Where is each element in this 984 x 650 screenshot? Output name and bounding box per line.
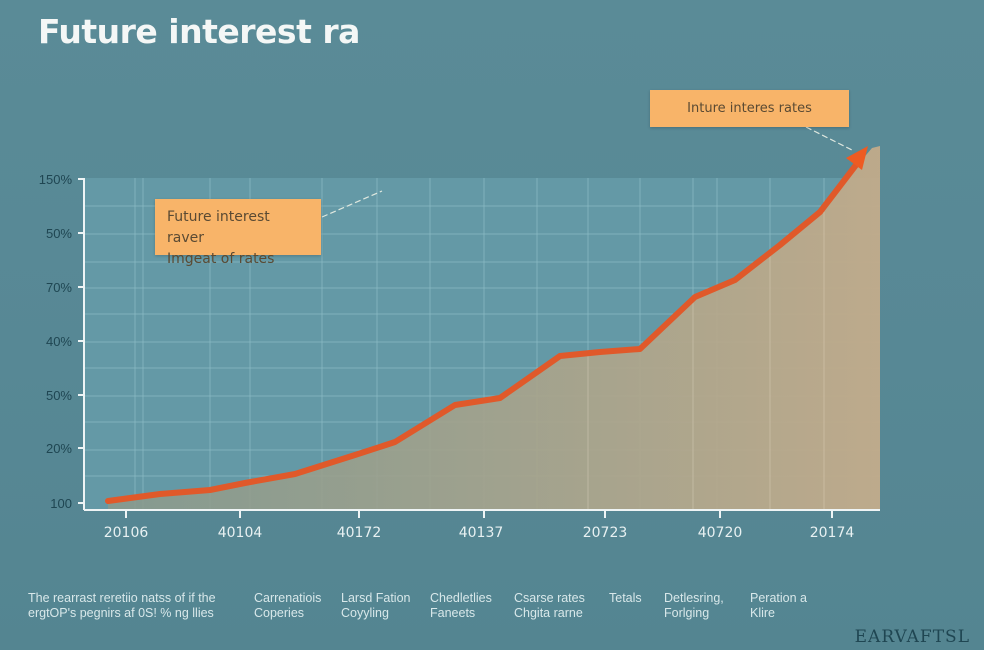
annotation-line-2: Imgeat of rates xyxy=(167,251,275,267)
footer-note: Larsd Fation Coyyling xyxy=(341,591,410,621)
footer-note-line: Carrenatiois xyxy=(254,591,322,605)
footer-note-line: Coperies xyxy=(254,606,305,620)
line-arrowhead xyxy=(846,146,868,170)
footer-note: Detlesring, Forlging xyxy=(664,591,724,621)
footer-note-line: Detlesring, xyxy=(664,591,724,605)
footer-note: Tetals xyxy=(609,591,642,606)
x-tick-label: 40172 xyxy=(336,525,382,541)
area-gridlines xyxy=(587,212,825,510)
x-tick-label: 40137 xyxy=(458,525,504,541)
left-annotation-leader xyxy=(321,190,383,218)
y-tick-label: 40% xyxy=(45,334,72,349)
x-tick-label: 20106 xyxy=(103,525,149,541)
brand-logo: EARVAFTSL xyxy=(854,627,970,647)
footer-note-line: Tetals xyxy=(609,591,642,605)
y-axis-ticks xyxy=(78,178,84,504)
interest-rate-line xyxy=(105,162,859,504)
footer-note-line: ergtOP's pegnirs af 0S! % ng llies xyxy=(28,606,214,620)
footer-note-line: Peration a xyxy=(750,591,807,605)
y-tick-label: 20% xyxy=(45,441,72,456)
x-tick-label: 40720 xyxy=(697,525,743,541)
x-tick-label: 20174 xyxy=(809,525,855,541)
y-tick-label: 100 xyxy=(50,496,72,511)
y-tick-label: 150% xyxy=(38,172,72,187)
footer-note-line: Klire xyxy=(750,606,776,620)
area-fill xyxy=(108,146,880,510)
footer-note-line: Forlging xyxy=(664,606,710,620)
footer-note: Peration a Klire xyxy=(750,591,807,621)
y-tick-label: 50% xyxy=(45,226,72,241)
footer-note-line: Chgita rarne xyxy=(514,606,583,620)
annotation-impact-of-rates: Future interest raver Imgeat of rates xyxy=(155,199,321,267)
footer-note-line: The rearrast reretiio natss of if the xyxy=(28,591,216,605)
footer-note-line: Chedletlies xyxy=(430,591,492,605)
annotation-line-1: Future interest raver xyxy=(167,209,270,246)
footer-note-line: Coyyling xyxy=(341,606,389,620)
y-tick-label: 70% xyxy=(45,280,72,295)
footer-note: Chedletlies Faneets xyxy=(430,591,492,621)
y-tick-label: 50% xyxy=(45,388,72,403)
x-tick-label: 20723 xyxy=(582,525,628,541)
right-annotation-leader xyxy=(805,126,853,151)
x-axis-ticks xyxy=(125,510,833,518)
footer-note-line: Larsd Fation xyxy=(341,591,411,605)
footer-note: Csarse rates Chgita rarne xyxy=(514,591,585,621)
footer-note-line: Csarse rates xyxy=(514,591,585,605)
footer-note: Carrenatiois Coperies xyxy=(254,591,321,621)
x-tick-label: 40104 xyxy=(217,525,263,541)
chart-title: Future interest ra xyxy=(38,12,360,51)
annotation-future-rates: Inture interes rates xyxy=(650,90,849,127)
footer-note: The rearrast reretiio natss of if the er… xyxy=(28,591,216,621)
footer-note-line: Faneets xyxy=(430,606,476,620)
